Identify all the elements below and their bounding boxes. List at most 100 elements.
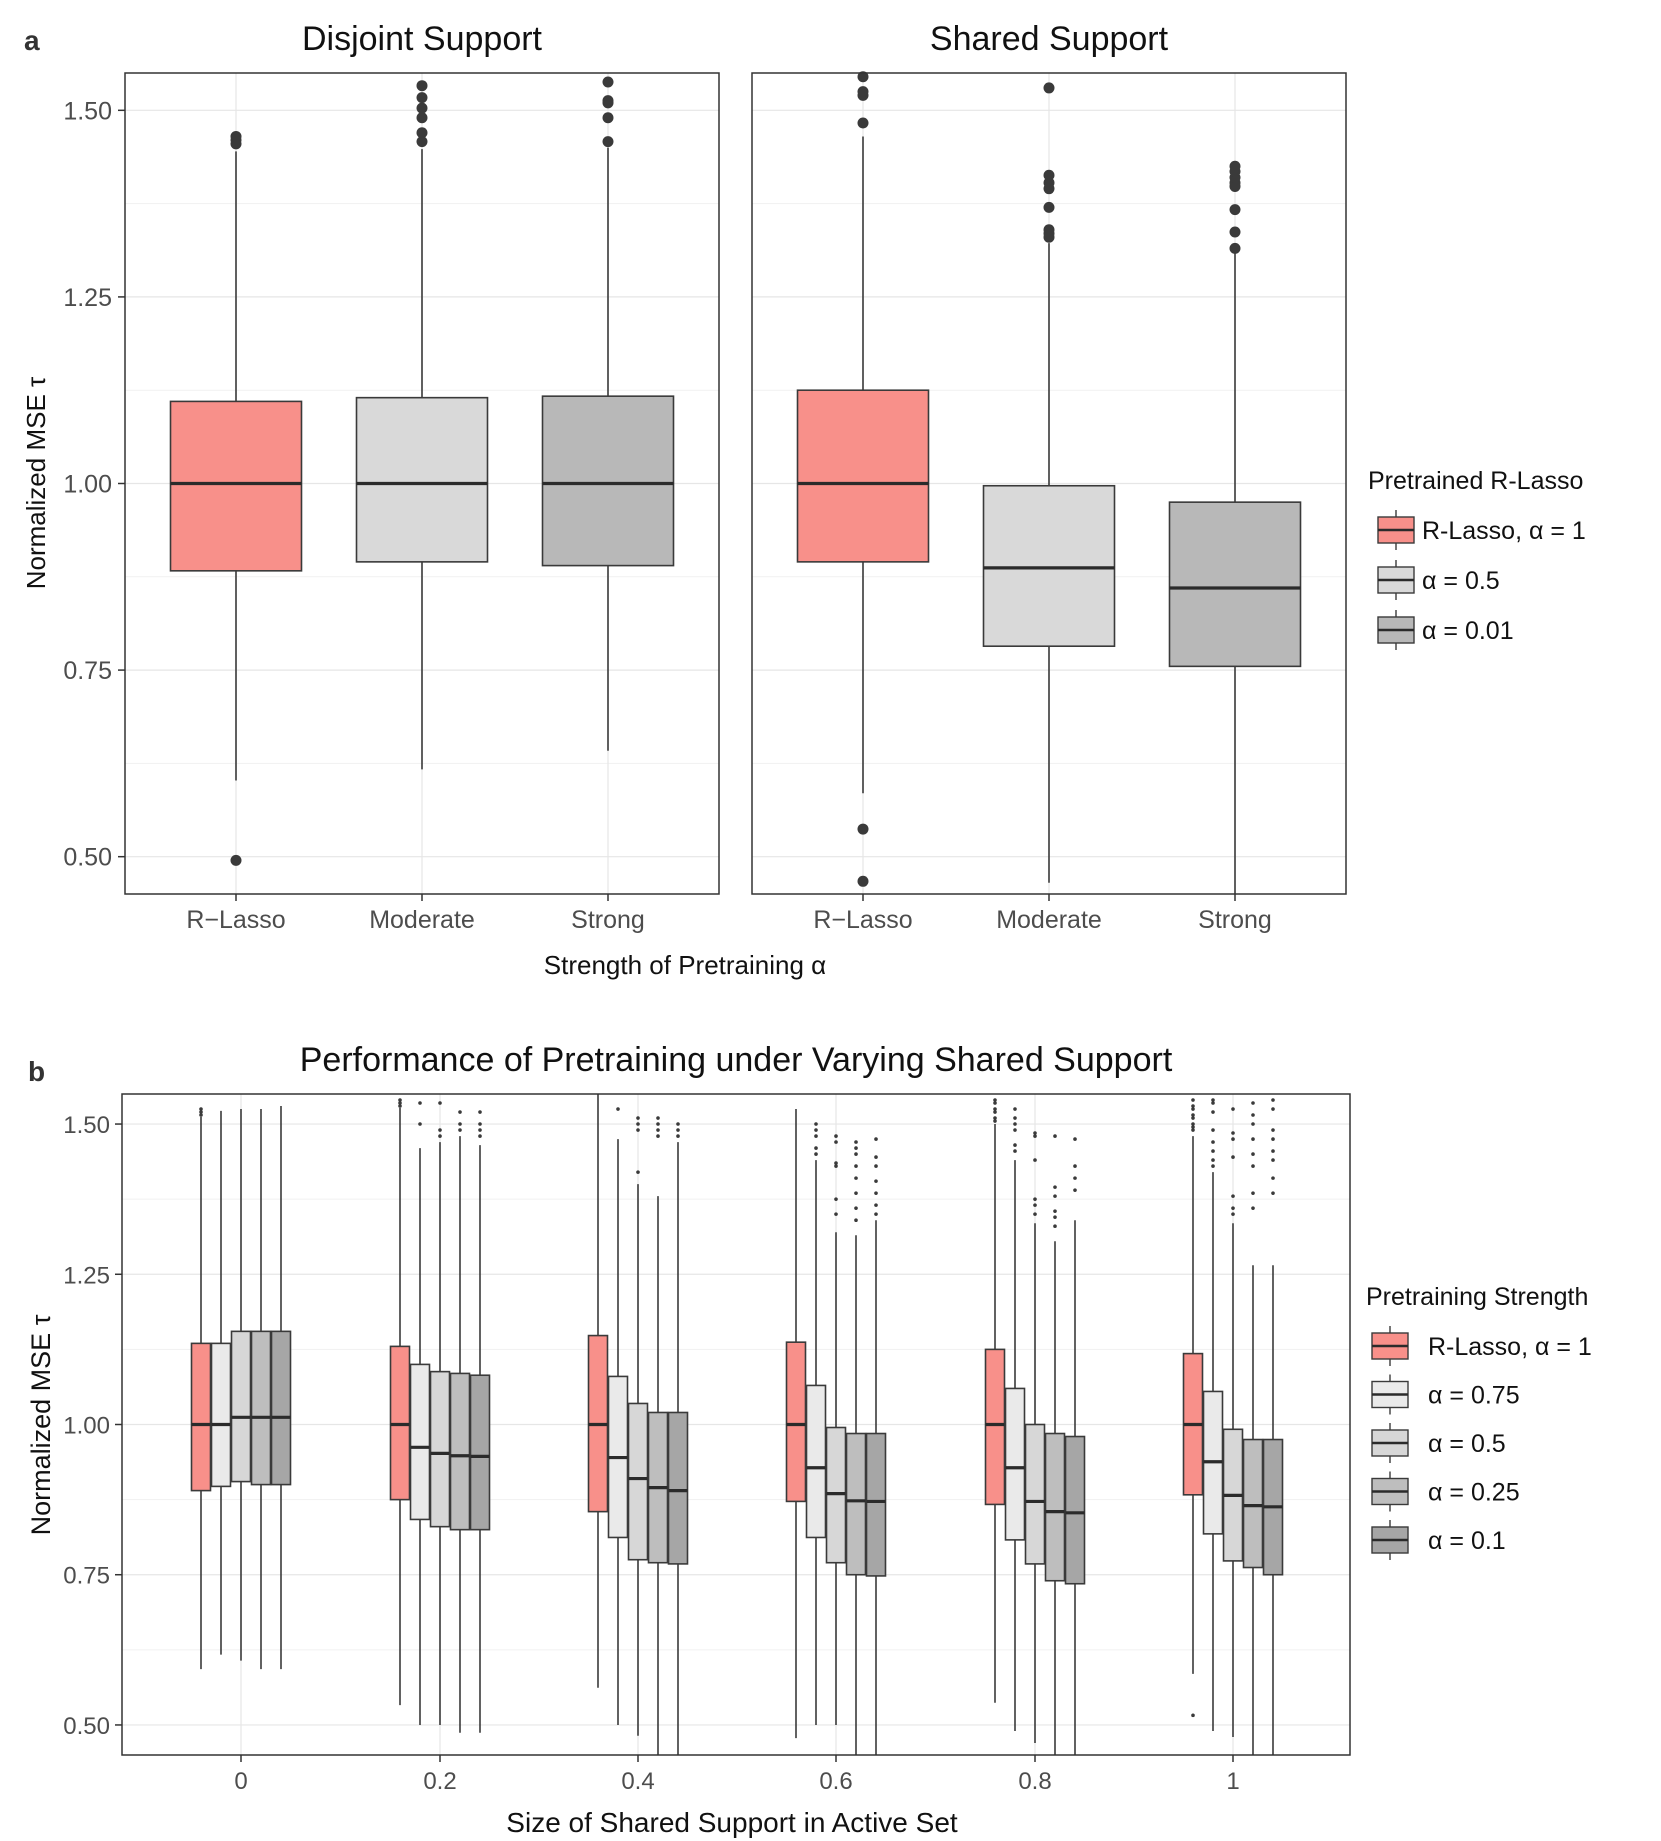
panel-a-box-1-2-outlier <box>1229 226 1241 238</box>
panel-b-box-4-5-outlier <box>1271 1149 1275 1153</box>
panel-b-box-2-4-outlier <box>1033 1134 1037 1138</box>
panel-a-box-0-1-outlier <box>416 136 428 148</box>
panel-b-box-2-2-outlier <box>636 1128 640 1132</box>
panel-a-box-0-1-outlier <box>416 127 428 139</box>
panel-a-box-0-1-outlier <box>416 112 428 124</box>
panel-a-disjoint-boxes <box>169 76 675 866</box>
panel-b-box-2-4-outlier <box>1033 1197 1037 1201</box>
panel-b-boxes <box>190 1094 1284 1755</box>
panel-b-box-4-3-outlier <box>874 1164 878 1168</box>
x-tick-label: Moderate <box>996 906 1102 934</box>
panel-b-box-2-3-outlier <box>834 1161 838 1165</box>
panel-b-box-3-5-outlier <box>1251 1152 1255 1156</box>
panel-b-box-4-3-outlier <box>874 1191 878 1195</box>
panel-b-box-3-3-outlier <box>854 1152 858 1156</box>
panel-a-box-0-1-box <box>355 396 489 563</box>
panel-b-box-2-5-outlier <box>1231 1107 1235 1111</box>
panel-b-box-0-5-outlier <box>1191 1104 1195 1108</box>
panel-b-box-3-4-outlier <box>1053 1224 1057 1228</box>
panel-b-box-0-1-outlier <box>398 1101 402 1105</box>
panel-b-box-3-4-outlier <box>1053 1134 1057 1138</box>
panel-b-box-0-4-outlier <box>993 1119 997 1123</box>
panel-b-box-2-3-outlier <box>834 1140 838 1144</box>
panel-b-box-4-4-outlier <box>1073 1176 1077 1180</box>
panel-b-box-2-4-box <box>1024 1423 1046 1565</box>
panel-b-box-3-3-box <box>845 1432 867 1576</box>
panel-a-box-1-1-outlier <box>1043 224 1055 236</box>
panel-b-gridlines <box>122 1094 1350 1755</box>
panel-b-box-2-4-outlier <box>1033 1203 1037 1207</box>
y-tick-label: 0.50 <box>63 844 112 872</box>
panel-b-box-0-4-outlier <box>993 1110 997 1114</box>
panel-b-box-3-5-outlier <box>1251 1122 1255 1126</box>
panel-b-box-3-1-outlier <box>458 1110 462 1114</box>
panel-b-box-1-5-outlier <box>1211 1158 1215 1162</box>
panel-b-legend-title: Pretraining Strength <box>1366 1283 1588 1311</box>
y-tick-label: 0.50 <box>63 1713 110 1740</box>
y-tick-label: 1.50 <box>63 1112 110 1139</box>
y-tick-label: 1.00 <box>63 471 112 499</box>
facet-title-disjoint: Disjoint Support <box>302 20 543 58</box>
panel-b-box-4-2-outlier <box>676 1122 680 1126</box>
panel-b-box-1-4-outlier <box>1013 1116 1017 1120</box>
panel-b-box-4-4-outlier <box>1073 1137 1077 1141</box>
panel-a-legend: R-Lasso, α = 1 α = 0.5 α = 0.01 <box>1377 510 1586 650</box>
panel-b-box-4-5-outlier <box>1271 1098 1275 1102</box>
panel-b-box-3-4-outlier <box>1053 1185 1057 1189</box>
panel-b-box-1-2-outlier <box>616 1107 620 1111</box>
panel-b-box-0-5-outlier <box>1191 1116 1195 1120</box>
panel-a-box-1-0-outlier <box>857 86 869 98</box>
panel-b-box-2-3-outlier <box>834 1164 838 1168</box>
panel-b-box-1-4-outlier <box>1013 1149 1017 1153</box>
panel-b-box-1-0-box <box>210 1342 232 1488</box>
panel-b-box-1-1-box <box>409 1363 431 1521</box>
panel-a-box-0-2-outlier <box>602 136 614 148</box>
panel-a-x-axis: R−Lasso Moderate Strong R−Lasso Moderate Stro… <box>186 894 1272 934</box>
panel-a-box-1-0-box <box>796 389 930 563</box>
panel-b-box-1-5-outlier <box>1211 1149 1215 1153</box>
panel-b-box-4-4-outlier <box>1073 1164 1077 1168</box>
panel-b-box-3-4-outlier <box>1053 1194 1057 1198</box>
panel-b-box-0-4-outlier <box>993 1098 997 1102</box>
panel-a-box-1-2-outlier <box>1229 242 1241 254</box>
panel-a-box-1-1-outlier <box>1043 169 1055 181</box>
legend-label: α = 0.75 <box>1428 1382 1520 1410</box>
panel-b-box-1-5-outlier <box>1211 1110 1215 1114</box>
panel-b-box-4-4-outlier <box>1073 1188 1077 1192</box>
panel-b-box-3-1-outlier <box>458 1128 462 1132</box>
x-tick-label: 0.4 <box>621 1768 654 1795</box>
panel-b-box-2-1-box <box>429 1370 451 1528</box>
panel-b-box-2-3-outlier <box>834 1197 838 1201</box>
panel-b-title: Performance of Pretraining under Varying… <box>300 1041 1173 1079</box>
panel-b-box-0-5-outlier <box>1191 1122 1195 1126</box>
panel-b-box-1-5-outlier <box>1211 1098 1215 1102</box>
panel-b-box-3-5-outlier <box>1251 1113 1255 1117</box>
x-tick-label: 0.2 <box>423 1768 456 1795</box>
legend-label: α = 0.5 <box>1422 567 1500 595</box>
panel-a-box-0-0-outlier <box>230 130 242 142</box>
panel-b-box-4-3-outlier <box>874 1179 878 1183</box>
panel-b-box-4-1-box <box>469 1374 491 1531</box>
x-tick-label: 0 <box>234 1768 247 1795</box>
panel-b-box-1-4-outlier <box>1013 1128 1017 1132</box>
panel-b-box-2-1-outlier <box>438 1101 442 1105</box>
panel-b-legend: R-Lasso, α = 1 α = 0.75 α = 0.5 α = 0.25 α =… <box>1371 1326 1592 1560</box>
panel-b-box-3-5-box <box>1242 1438 1264 1569</box>
panel-a-label: a <box>24 25 40 56</box>
panel-b-box-3-1-outlier <box>458 1122 462 1126</box>
panel-b-box-1-3-outlier <box>814 1122 818 1126</box>
panel-b-box-4-5-outlier <box>1271 1128 1275 1132</box>
panel-b-box-1-1-outlier <box>418 1122 422 1126</box>
panel-a-box-1-0-outlier <box>857 71 869 83</box>
panel-b-box-1-4-outlier <box>1013 1143 1017 1147</box>
panel-b-box-3-3-outlier <box>854 1206 858 1210</box>
panel-b-box-4-5-outlier <box>1271 1107 1275 1111</box>
y-tick-label: 1.50 <box>63 97 112 125</box>
panel-b-box-3-3-outlier <box>854 1146 858 1150</box>
legend-label: R-Lasso, α = 1 <box>1428 1333 1592 1361</box>
panel-b-box-0-5-outlier <box>1191 1098 1195 1102</box>
panel-b-box-0-4-outlier <box>993 1107 997 1111</box>
panel-a-box-1-2-outlier <box>1229 160 1241 172</box>
panel-b-box-1-1-outlier <box>418 1101 422 1105</box>
